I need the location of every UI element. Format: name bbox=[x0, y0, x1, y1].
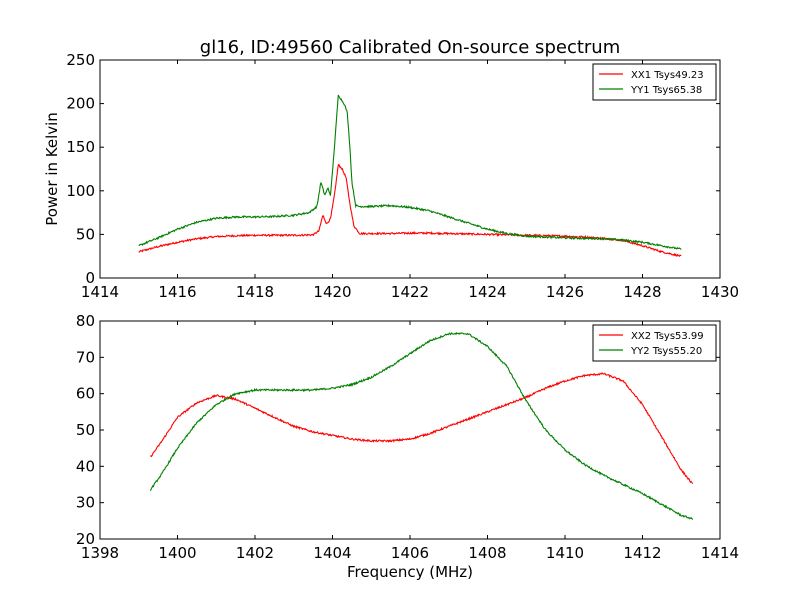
bottom-x-tick-label: 1412 bbox=[623, 544, 661, 562]
top-legend-label: YY1 Tsys65.38 bbox=[630, 85, 702, 96]
bottom-y-tick-label: 30 bbox=[76, 494, 95, 512]
bottom-y-tick-label: 80 bbox=[76, 312, 95, 330]
bottom-x-tick-label: 1400 bbox=[158, 544, 196, 562]
bottom-y-tick-label: 70 bbox=[76, 348, 95, 366]
bottom-y-tick-label: 50 bbox=[76, 421, 95, 439]
top-x-tick-label: 1418 bbox=[236, 283, 274, 301]
top-x-tick-label: 1428 bbox=[623, 283, 661, 301]
top-x-tick-label: 1416 bbox=[158, 283, 196, 301]
top-y-tick-label: 100 bbox=[66, 182, 95, 200]
top-legend: XX1 Tsys49.23 YY1 Tsys65.38 bbox=[592, 63, 717, 101]
top-x-tick-label: 1414 bbox=[81, 283, 119, 301]
top-y-tick-label: 150 bbox=[66, 138, 95, 156]
top-x-tick-label: 1426 bbox=[546, 283, 584, 301]
top-legend-label: XX1 Tsys49.23 bbox=[631, 70, 704, 81]
bottom-x-tick-label: 1408 bbox=[468, 544, 506, 562]
top-x-tick-label: 1422 bbox=[391, 283, 429, 301]
bottom-x-tick-label: 1404 bbox=[313, 544, 351, 562]
bottom-x-tick-label: 1406 bbox=[391, 544, 429, 562]
bottom-y-tick-label: 40 bbox=[76, 457, 95, 475]
bottom-legend-box bbox=[592, 324, 717, 362]
bottom-series-line-yy2 bbox=[149, 332, 694, 520]
top-x-tick-label: 1430 bbox=[701, 283, 739, 301]
top-legend-box bbox=[592, 63, 717, 101]
top-x-tick-label: 1424 bbox=[468, 283, 506, 301]
bottom-x-tick-label: 1402 bbox=[236, 544, 274, 562]
top-y-tick-label: 0 bbox=[85, 269, 95, 287]
top-x-tick-label: 1420 bbox=[313, 283, 351, 301]
top-y-tick-label: 200 bbox=[66, 95, 95, 113]
bottom-series-line-xx2 bbox=[149, 372, 694, 485]
bottom-legend: XX2 Tsys53.99 YY2 Tsys55.20 bbox=[592, 324, 717, 362]
top-spectrum-panel: 1414 1416 1418 1420 1422 1424 1426 1428 1430 0 50 1… bbox=[66, 51, 739, 301]
bottom-spectrum-panel: 1398 1400 1402 1404 1406 1408 1410 1412 1414 20 30… bbox=[76, 312, 739, 562]
bottom-legend-label: YY2 Tsys55.20 bbox=[630, 346, 702, 357]
y-axis-label-top: Power in Kelvin bbox=[43, 112, 61, 226]
x-axis-label-bottom: Frequency (MHz) bbox=[347, 563, 473, 581]
bottom-x-tick-label: 1414 bbox=[701, 544, 739, 562]
top-y-tick-label: 250 bbox=[66, 51, 95, 69]
bottom-x-tick-label: 1410 bbox=[546, 544, 584, 562]
bottom-legend-label: XX2 Tsys53.99 bbox=[631, 331, 704, 342]
bottom-x-tick-label: 1398 bbox=[81, 544, 119, 562]
chart-title: gl16, ID:49560 Calibrated On-source spec… bbox=[200, 37, 620, 58]
top-series-line-yy1 bbox=[138, 94, 682, 250]
bottom-y-tick-label: 20 bbox=[76, 530, 95, 548]
bottom-y-tick-label: 60 bbox=[76, 385, 95, 403]
top-y-tick-label: 50 bbox=[76, 225, 95, 243]
